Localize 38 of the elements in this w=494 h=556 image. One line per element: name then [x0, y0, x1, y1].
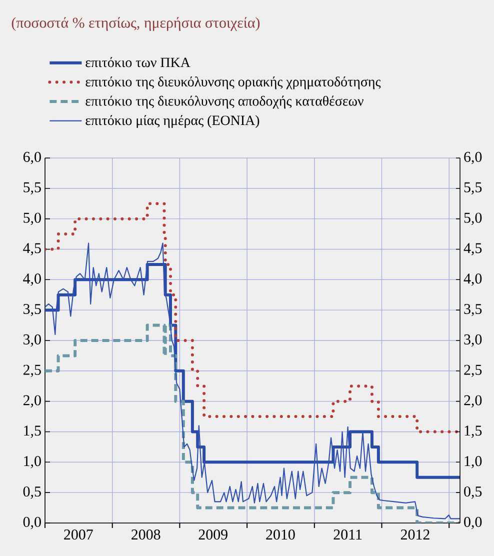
- legend-label: επιτόκιο μίας ημέρας (EONIA): [86, 115, 260, 128]
- y-tick-label: 4,0: [23, 274, 41, 286]
- y-tick-label: 5,5: [24, 182, 41, 194]
- x-tick-label: 2012: [400, 530, 430, 540]
- chart-title: (ποσοστά % ετησίως, ημερήσια στοιχεία): [12, 17, 260, 31]
- y2-tick-label: 4,5: [464, 243, 482, 256]
- y-tick-label: 1,5: [24, 426, 41, 438]
- legend-label: επιτόκιο της διευκόλυνσης αποδοχής καταθέσεων: [86, 96, 364, 109]
- y2-tick-label: 0,5: [464, 486, 482, 499]
- y2-tick-label: 4,0: [464, 274, 482, 286]
- y2-tick-label: 2,5: [464, 364, 482, 378]
- y2-tick-label: 5,5: [464, 182, 482, 194]
- y2-tick-label: 1,5: [464, 426, 482, 438]
- y-tick-label: 5,0: [24, 212, 41, 225]
- legend-label: επιτόκιο των ΠΚΑ: [86, 57, 190, 68]
- y2-tick-label: 3,5: [464, 304, 482, 316]
- y2-tick-label: 6,0: [464, 152, 482, 164]
- y-tick-label: 0,5: [23, 486, 41, 499]
- y-tick-label: 4,5: [23, 243, 41, 256]
- x-tick-label: 2009: [198, 530, 228, 540]
- y2-tick-label: 2,0: [464, 395, 482, 408]
- y2-tick-label: 3,0: [464, 334, 482, 347]
- y-tick-label: 3,5: [24, 304, 41, 316]
- y2-tick-label: 1,0: [464, 456, 482, 468]
- legend-label: επιτόκιο της διευκόλυνσης οριακής χρηματοδότησης: [86, 76, 381, 90]
- y2-tick-label: 0,0: [464, 516, 482, 530]
- y-tick-label: 2,0: [23, 395, 41, 408]
- y2-tick-label: 5,0: [464, 212, 482, 225]
- y-tick-label: 2,5: [23, 364, 41, 378]
- x-tick-label: 2008: [132, 530, 160, 540]
- x-tick-label: 2007: [64, 530, 93, 540]
- y-tick-label: 6,0: [23, 152, 41, 164]
- x-tick-label: 2011: [334, 530, 362, 540]
- y-tick-label: 3,0: [24, 334, 41, 347]
- y-tick-label: 0,0: [23, 516, 41, 530]
- line-series: [45, 242, 460, 520]
- y-tick-label: 1,0: [24, 456, 41, 468]
- x-tick-label: 2010: [266, 530, 295, 540]
